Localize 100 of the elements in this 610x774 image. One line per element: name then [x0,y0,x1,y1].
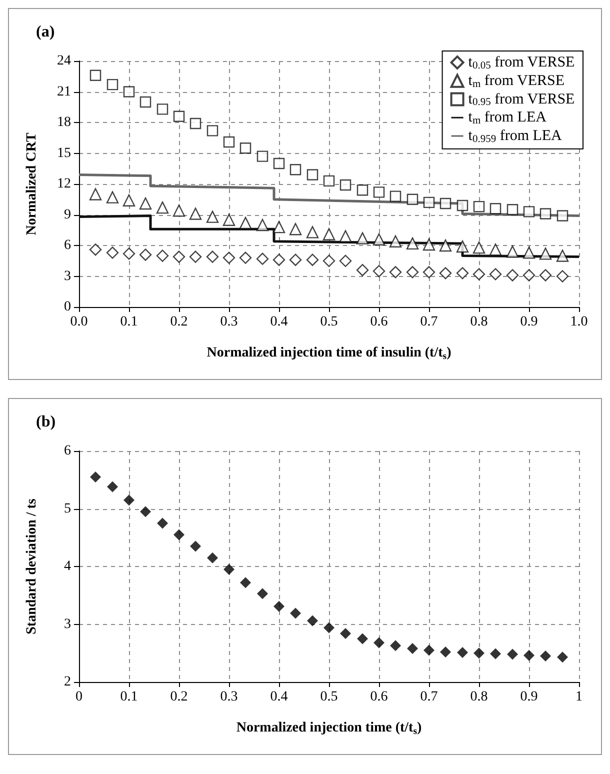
point [89,188,102,200]
x-tick-label: 0.3 [220,314,238,330]
point [406,266,419,278]
point [206,210,219,223]
chart-title: (b) [36,414,56,430]
x-tick-label: 0.6 [370,690,388,704]
point [156,104,168,115]
point [322,228,336,240]
point [257,588,268,600]
point [406,194,418,205]
point [356,184,368,196]
point [123,86,135,98]
point [106,78,118,90]
point [140,96,152,108]
point [239,252,252,264]
point [473,200,485,212]
point [372,265,386,278]
point [240,142,252,154]
point [506,204,518,216]
point [156,250,169,262]
point [357,633,368,644]
point [306,226,319,238]
point [490,648,501,660]
y-tick-label: 3 [64,268,71,284]
point [456,200,468,212]
x-tick-label: 0.8 [470,690,488,704]
y-tick-label: 6 [64,238,71,253]
point [272,220,286,234]
point [139,248,152,261]
point [174,529,184,540]
point [224,564,234,575]
x-tick-label: 0.1 [120,690,138,704]
x-tick-label: 1.0 [570,314,588,330]
point [289,254,302,266]
x-tick-label: 0.2 [170,690,188,704]
point [324,622,334,634]
point [189,250,202,263]
point [340,628,351,639]
point [356,264,369,276]
x-tick-label: 0.9 [520,314,538,330]
x-tick-label: 1 [576,690,582,704]
point [373,186,385,198]
point [556,210,568,222]
point [106,246,119,259]
point [122,248,136,260]
x-tick-label: 0.6 [370,314,388,330]
point [207,552,218,564]
point [522,269,536,282]
point [424,644,434,656]
point [507,648,518,660]
y-tick-label: 5 [64,501,71,516]
point [540,650,551,662]
x-tick-label: 0.8 [470,314,488,330]
point [356,232,369,244]
x-tick-label: 0.9 [520,690,538,704]
point [472,241,486,254]
point [172,204,186,217]
point [539,248,552,260]
point [556,270,569,282]
point [240,577,251,588]
y-tick-label: 4 [64,559,71,574]
point [389,266,402,278]
line-series [78,214,580,258]
x-tick-label: 0.3 [220,690,238,704]
point [106,191,119,204]
point [506,269,519,282]
point [489,268,502,280]
point [539,269,552,282]
point [322,254,336,267]
point [489,244,502,256]
x-tick-label: 0.0 [70,314,88,330]
point [523,206,535,218]
point [272,254,286,266]
point [307,615,318,626]
point [522,246,536,259]
point [157,518,168,529]
point [256,218,269,232]
point [557,652,568,663]
y-tick-label: 2 [64,674,71,690]
x-tick-label: 0.1 [120,314,138,330]
y-axis-title: Standard deviation / ts [24,498,40,634]
point [407,643,418,654]
x-tick-label: 0.7 [420,314,438,330]
point [439,239,452,252]
point [89,244,102,256]
point [222,214,236,226]
point [239,216,252,230]
x-tick-label: 0.4 [270,690,288,704]
point [556,250,569,262]
point [273,158,285,170]
point [306,169,318,180]
point [339,230,352,242]
line-series [78,174,580,218]
point [456,240,469,253]
point [173,110,185,122]
point [506,246,519,258]
point [190,118,202,130]
point [222,252,236,264]
point [90,70,102,81]
point [290,164,302,176]
